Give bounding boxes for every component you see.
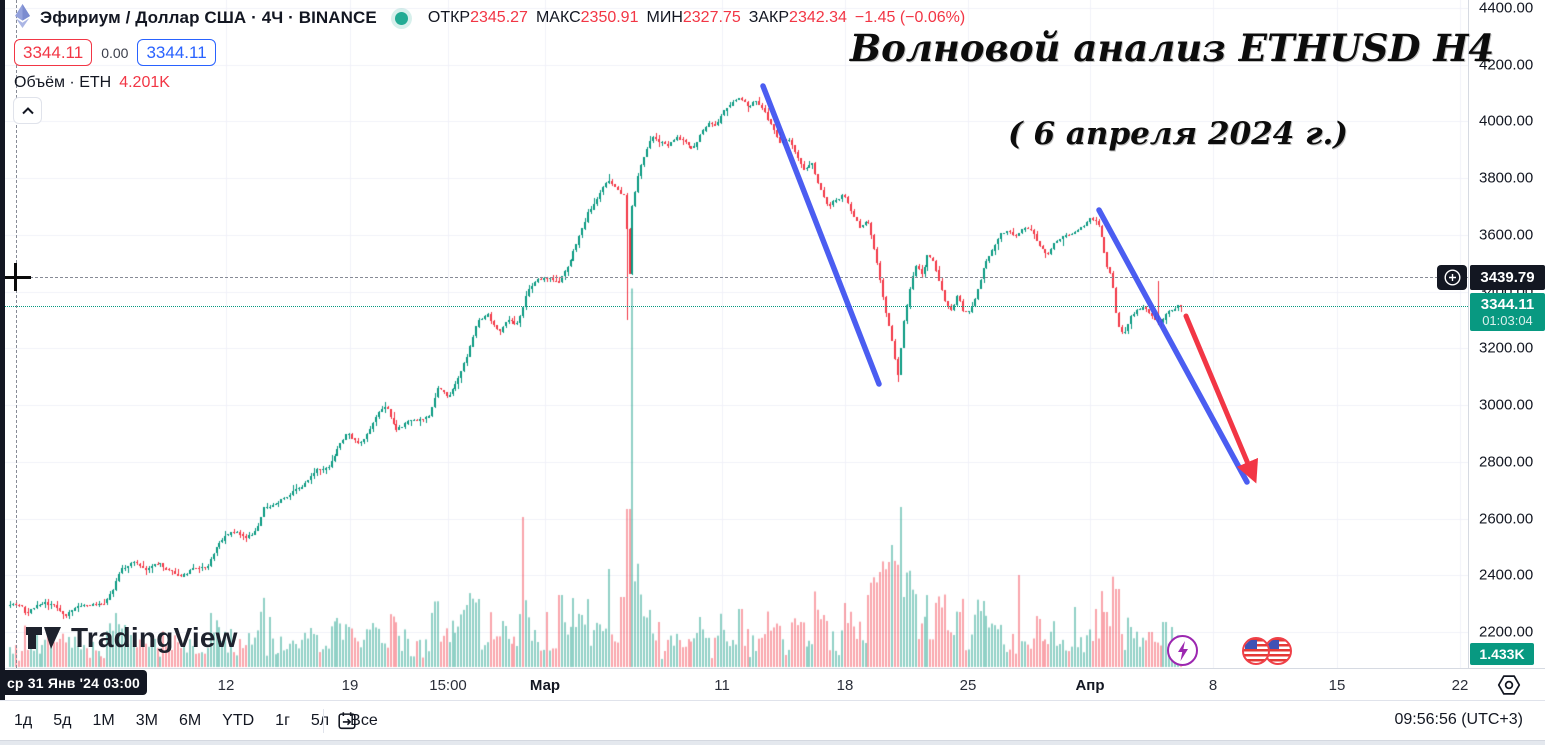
volume-legend: Объём · ETH 4.201K [14, 74, 170, 91]
volume-value: 4.201K [119, 74, 170, 91]
us-flag-icon[interactable] [1264, 637, 1292, 665]
price-tick-label: 4400.00 [1479, 0, 1534, 17]
range-button-1М[interactable]: 1М [92, 712, 115, 729]
price-tick-label: 4200.00 [1479, 56, 1534, 74]
last-price-line [0, 306, 1468, 307]
tradingview-logo-icon [26, 627, 61, 649]
date-range-buttons: 1д 5д 1М 3М 6М YTD 1г 5л Все [14, 701, 378, 741]
market-status-icon[interactable] [394, 11, 408, 25]
time-tick-label: Апр [1075, 677, 1105, 694]
change-value: −1.45 (−0.06%) [854, 9, 966, 26]
range-button-1д[interactable]: 1д [14, 712, 33, 729]
axis-settings-gear-icon[interactable] [1496, 672, 1522, 698]
time-tick-label: 11 [714, 677, 730, 694]
arrow-drawing[interactable] [1183, 313, 1259, 484]
time-tick-label: 12 [217, 677, 235, 694]
time-tick-label: 25 [959, 677, 977, 694]
close-value: 2342.34 [789, 9, 847, 26]
ohlc-values: ОТКР2345.27 МАКС2350.91 МИН2327.75 ЗАКР2… [427, 9, 966, 26]
chart-pane[interactable]: Эфириум / Доллар США · 4Ч · BINANCE ОТКР… [0, 0, 1494, 668]
price-tick-label: 2800.00 [1479, 453, 1534, 471]
crosshair-vertical-line [16, 0, 17, 668]
clock-timezone[interactable]: 09:56:56 (UTC+3) [1394, 711, 1523, 728]
eth-logo-icon [14, 3, 31, 34]
sell-price-button[interactable]: 3344.11 [14, 39, 93, 66]
low-value: 2327.75 [682, 9, 741, 26]
price-tick-label: 3200.00 [1479, 339, 1534, 357]
lightning-event-icon[interactable] [1167, 635, 1198, 666]
go-to-date-button[interactable] [334, 709, 360, 733]
time-tick-label: Мар [529, 677, 561, 694]
last-price-label: 3344.11 01:03:04 [1470, 293, 1545, 331]
time-tick-label: 19 [341, 677, 359, 694]
trendline-drawing[interactable] [760, 83, 882, 387]
symbol-title[interactable]: Эфириум / Доллар США · 4Ч · BINANCE [40, 8, 377, 27]
time-axis[interactable]: ср 31 Янв '24 03:00 12 19 15:00 Мар 11 18 25 Ап… [0, 668, 1545, 700]
time-tick-label: 18 [836, 677, 854, 694]
price-tick-label: 2400.00 [1479, 566, 1534, 584]
crosshair-horizontal-line [0, 277, 1468, 278]
time-tick-label: 22 [1451, 677, 1469, 694]
toolbar-separator [323, 709, 324, 733]
price-tick-label: 3600.00 [1479, 226, 1534, 244]
price-tick-label: 4000.00 [1479, 112, 1534, 130]
add-alert-plus-button[interactable] [1437, 265, 1467, 290]
candlestick-chart[interactable] [0, 0, 1468, 668]
time-tick-label: 15 [1328, 677, 1346, 694]
buy-price-button[interactable]: 3344.11 [137, 39, 216, 66]
high-value: 2350.91 [580, 9, 639, 26]
drawing-annotations[interactable] [0, 0, 1468, 668]
range-button-YTD[interactable]: YTD [222, 712, 255, 729]
symbol-legend: Эфириум / Доллар США · 4Ч · BINANCE ОТКР… [14, 3, 966, 92]
time-tick-label: 8 [1208, 677, 1218, 694]
cursor-cross-icon [1, 276, 31, 279]
crosshair-date-tooltip: ср 31 Янв '24 03:00 [0, 670, 147, 695]
tradingview-watermark-label: TradingView [71, 622, 238, 653]
range-button-5л[interactable]: 5л [310, 712, 330, 729]
range-button-3М[interactable]: 3М [135, 712, 158, 729]
price-tick-label: 3000.00 [1479, 396, 1534, 414]
window-left-edge [0, 0, 5, 700]
price-tick-label: 2600.00 [1479, 510, 1534, 528]
bar-countdown: 01:03:04 [1482, 313, 1533, 328]
open-value: 2345.27 [470, 9, 528, 26]
bottom-toolbar: 1д 5д 1М 3М 6М YTD 1г 5л Все 09:56:56 (UTC+3) [0, 700, 1545, 740]
window-bottom-edge [0, 740, 1545, 745]
us-flag-icon[interactable] [1242, 637, 1270, 665]
price-tick-label: 3800.00 [1479, 169, 1534, 187]
range-button-5д[interactable]: 5д [53, 712, 72, 729]
price-axis[interactable]: 2200.00 2400.00 2600.00 2800.00 3000.00 3200.… [1437, 0, 1545, 668]
last-price-value: 3344.11 [1480, 296, 1535, 313]
analysis-date-annotation[interactable]: ( 6 апреля 2024 г.) [1008, 116, 1348, 152]
us-economic-events-icons[interactable] [1242, 636, 1294, 667]
price-tick-label: 2200.00 [1479, 623, 1534, 641]
range-button-Все[interactable]: Все [350, 712, 378, 729]
range-button-1г[interactable]: 1г [275, 712, 290, 729]
spread-value: 0.00 [101, 44, 129, 61]
tradingview-watermark[interactable]: TradingView [26, 622, 238, 654]
trendline-drawing[interactable] [1096, 207, 1250, 485]
time-tick-label: 15:00 [429, 677, 467, 694]
range-button-6М[interactable]: 6М [178, 712, 202, 729]
current-volume-badge: 1.433K [1470, 643, 1534, 665]
analysis-title-annotation[interactable]: Волновой анализ ETHUSD H4 [849, 26, 1495, 70]
crosshair-price-label: 3439.79 [1470, 265, 1545, 290]
collapse-pane-button[interactable] [13, 97, 42, 124]
